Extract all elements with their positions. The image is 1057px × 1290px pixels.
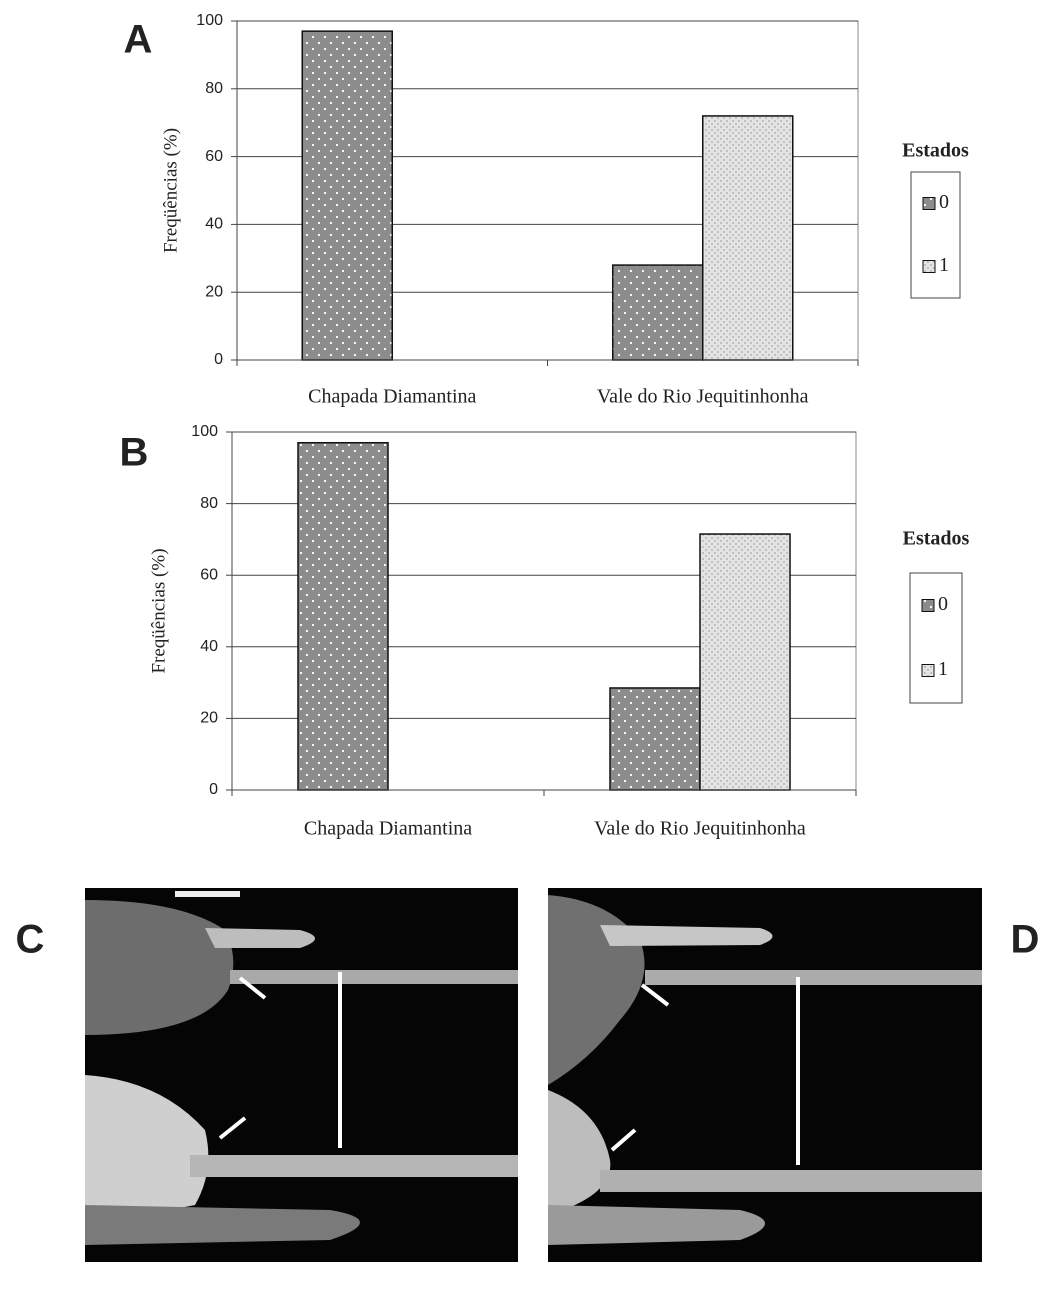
panel-label: D xyxy=(1011,918,1040,962)
legend-box xyxy=(909,572,963,704)
bar xyxy=(609,687,701,791)
panel-label: A xyxy=(124,18,153,62)
legend-label: 1 xyxy=(938,658,948,680)
x-tick-label: Chapada Diamantina xyxy=(304,818,472,840)
legend-swatch xyxy=(922,260,936,273)
x-tick-label: Vale do Rio Jequitinhonha xyxy=(594,818,806,840)
y-tick-label: 0 xyxy=(214,351,223,368)
legend-swatch xyxy=(921,664,935,677)
legend-box xyxy=(910,171,961,299)
y-tick-label: 20 xyxy=(205,283,223,300)
legend-label: 0 xyxy=(938,593,948,615)
y-tick-label: 80 xyxy=(200,495,218,512)
y-tick-label: 40 xyxy=(205,216,223,233)
y-tick-label: 0 xyxy=(209,781,218,798)
x-tick-label: Vale do Rio Jequitinhonha xyxy=(597,386,809,408)
y-tick-label: 40 xyxy=(200,638,218,655)
photo-c xyxy=(85,888,518,1262)
legend-title: Estados xyxy=(902,140,969,162)
bar xyxy=(699,533,791,791)
legend-swatch xyxy=(921,599,935,612)
legend-swatch xyxy=(922,197,936,210)
bar xyxy=(297,441,389,791)
legend-label: 0 xyxy=(939,191,949,213)
photo-d xyxy=(548,888,982,1262)
bar xyxy=(702,115,794,361)
bar xyxy=(301,30,393,361)
y-tick-label: 100 xyxy=(191,423,218,440)
legend-label: 1 xyxy=(939,254,949,276)
legend-title: Estados xyxy=(903,528,970,550)
y-axis-label: Freqüências (%) xyxy=(160,128,181,253)
y-tick-label: 80 xyxy=(205,80,223,97)
x-tick-label: Chapada Diamantina xyxy=(308,386,476,408)
y-tick-label: 100 xyxy=(196,12,223,29)
bar xyxy=(612,264,704,361)
y-tick-label: 60 xyxy=(200,566,218,583)
y-tick-label: 20 xyxy=(200,710,218,727)
panel-label: B xyxy=(120,431,149,475)
y-tick-label: 60 xyxy=(205,148,223,165)
panel-label: C xyxy=(16,918,45,962)
y-axis-label: Freqüências (%) xyxy=(148,548,169,673)
